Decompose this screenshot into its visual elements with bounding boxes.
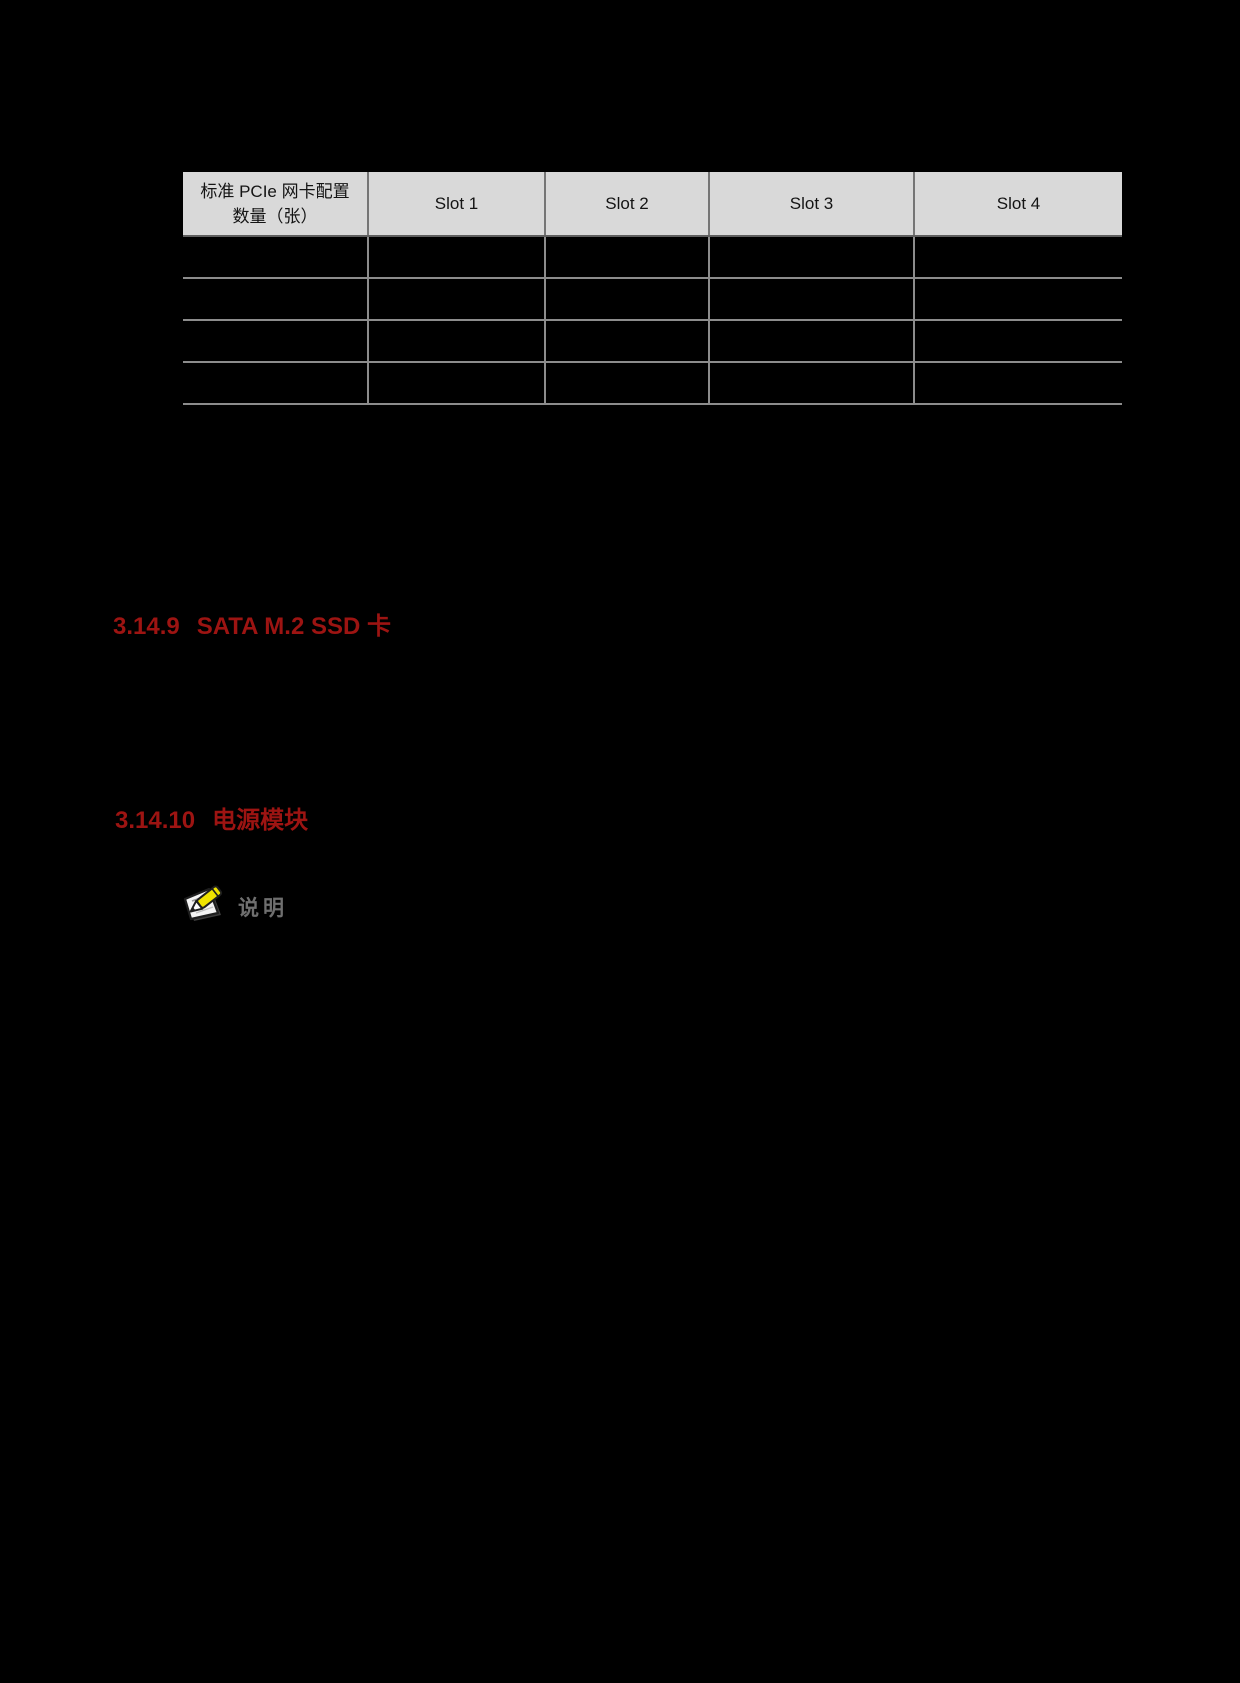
table-header-row: 标准 PCIe 网卡配置 数量（张） Slot 1 Slot 2 Slot 3 … (183, 172, 1122, 237)
header-config-line1: 标准 PCIe 网卡配置 (200, 181, 350, 201)
header-config-line2: 数量（张） (232, 206, 318, 226)
table-cell (708, 236, 914, 279)
table-cell (544, 278, 709, 321)
pcie-slot-table-container: 标准 PCIe 网卡配置 数量（张） Slot 1 Slot 2 Slot 3 … (183, 172, 1122, 405)
section-number: 3.14.9 (113, 613, 180, 640)
table-cell (708, 362, 914, 405)
section-number: 3.14.10 (115, 807, 196, 834)
note-callout: 说明 (181, 877, 288, 923)
header-cell-slot3: Slot 3 (708, 172, 914, 237)
header-cell-config-count: 标准 PCIe 网卡配置 数量（张） (183, 172, 368, 237)
table-row (183, 278, 1122, 321)
section-heading-power-module: 3.14.10 电源模块 (115, 805, 308, 837)
table-cell (544, 236, 709, 279)
table-cell (183, 278, 368, 321)
header-cell-slot4: Slot 4 (913, 172, 1122, 237)
table-cell (544, 362, 709, 405)
table-cell (544, 320, 709, 363)
table-row (183, 320, 1122, 363)
table-cell (367, 362, 545, 405)
section-title: SATA M.2 SSD 卡 (196, 613, 391, 640)
table-cell (708, 320, 914, 363)
pcie-table-body (183, 236, 1122, 405)
table-cell (367, 278, 545, 321)
table-cell (708, 278, 914, 321)
section-title: 电源模块 (212, 807, 309, 834)
table-cell (367, 320, 545, 363)
table-cell (913, 362, 1122, 405)
table-cell (913, 320, 1122, 363)
table-row (183, 362, 1122, 405)
note-label: 说明 (238, 897, 288, 920)
table-cell (913, 278, 1122, 321)
section-heading-sata-m2-ssd: 3.14.9 SATA M.2 SSD 卡 (113, 611, 391, 643)
table-cell (183, 362, 368, 405)
header-cell-slot2: Slot 2 (544, 172, 709, 237)
table-cell (913, 236, 1122, 279)
header-cell-slot1: Slot 1 (367, 172, 545, 237)
table-cell (183, 236, 368, 279)
pcie-slot-table: 标准 PCIe 网卡配置 数量（张） Slot 1 Slot 2 Slot 3 … (183, 172, 1122, 405)
table-cell (183, 320, 368, 363)
table-row (183, 236, 1122, 279)
table-cell (367, 236, 545, 279)
note-pencil-icon (183, 885, 223, 921)
